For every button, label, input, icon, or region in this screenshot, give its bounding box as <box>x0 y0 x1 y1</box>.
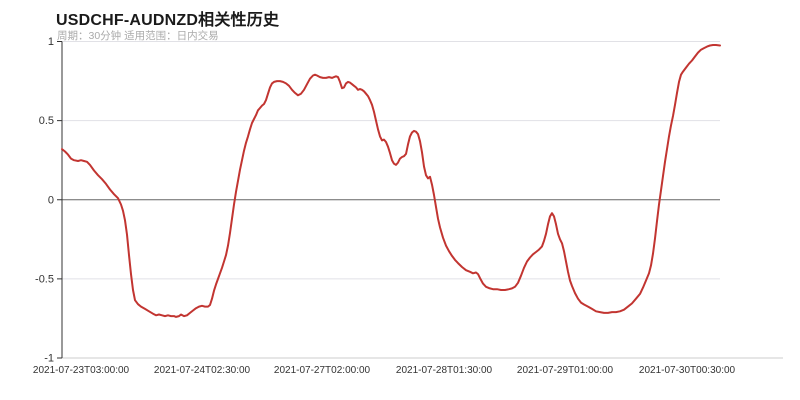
y-tick-label: -0.5 <box>35 273 54 285</box>
y-tick-label: -1 <box>44 353 54 365</box>
x-tick-label: 2021-07-29T01:00:00 <box>517 365 614 376</box>
y-tick-label: 0.5 <box>39 115 54 127</box>
y-tick-label: 1 <box>48 36 54 48</box>
chart-subtitle: 周期：30分钟 适用范围：日内交易 <box>57 30 219 42</box>
page-title: USDCHF-AUDNZD相关性历史 <box>56 12 280 29</box>
correlation-series-line <box>61 44 721 318</box>
x-tick-label: 2021-07-24T02:30:00 <box>154 365 251 376</box>
x-tick-label: 2021-07-28T01:30:00 <box>396 365 493 376</box>
x-tick-label: 2021-07-27T02:00:00 <box>274 365 371 376</box>
x-tick-label: 2021-07-23T03:00:00 <box>33 365 130 376</box>
y-tick-label: 0 <box>48 194 54 206</box>
x-tick-label: 2021-07-30T00:30:00 <box>639 365 736 376</box>
